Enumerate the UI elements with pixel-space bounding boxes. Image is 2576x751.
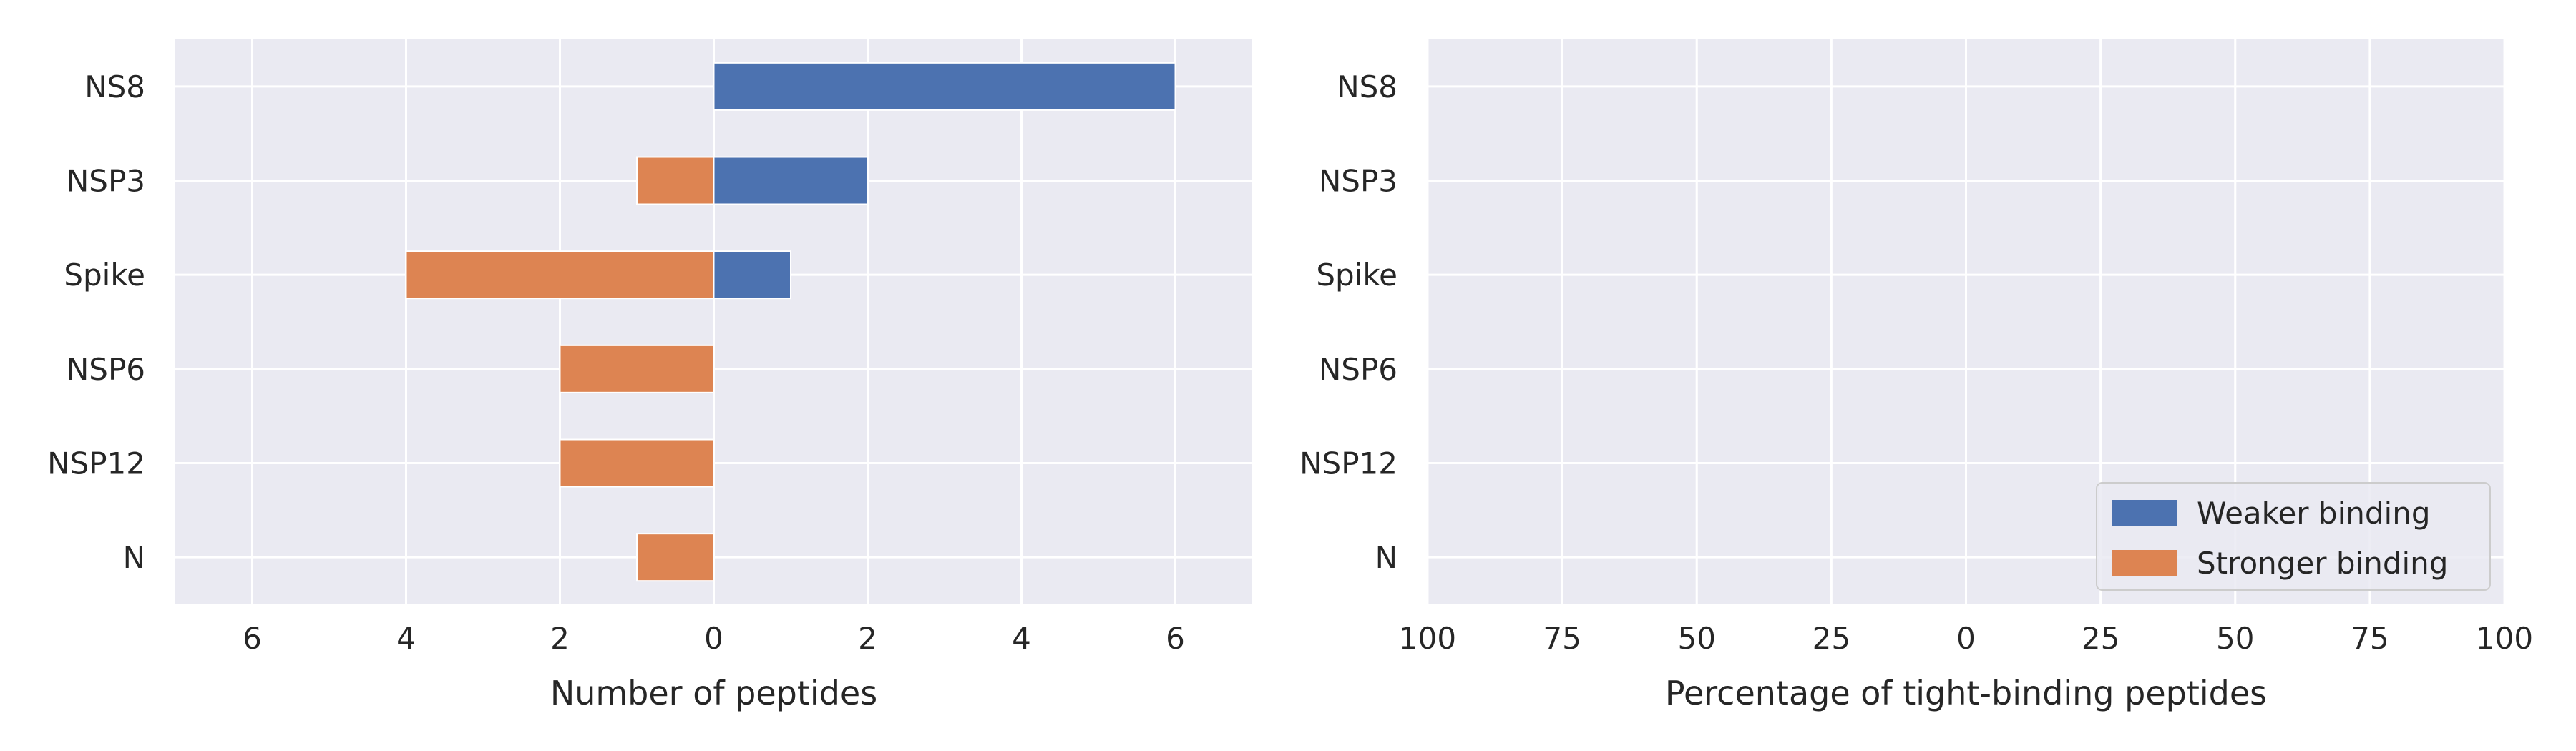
- x-tick-label: 75: [2351, 621, 2389, 656]
- bar-weaker-nsp3: [713, 156, 869, 205]
- x-tick-label: 100: [1399, 621, 1456, 656]
- x-tick-label: 25: [1813, 621, 1850, 656]
- y-tick-label: NSP12: [1299, 446, 1397, 481]
- x-axis-label: Number of peptides: [550, 674, 877, 712]
- bar-weaker-ns8: [713, 62, 1176, 111]
- legend-label: Weaker binding: [2197, 496, 2430, 531]
- chart-number-of-peptides: 6 4 2 0 2 4 6 NS8 NSP3 Spike NSP6 NSP12 N Number of p…: [47, 39, 1252, 712]
- legend-swatch: [2112, 500, 2177, 526]
- y-tick-label: Spike: [1316, 257, 1397, 293]
- y-tick-label: NSP6: [1319, 352, 1397, 387]
- y-tick-label: NSP3: [67, 164, 145, 199]
- x-tick-label: 100: [2476, 621, 2533, 656]
- bar-stronger-nsp6: [559, 344, 715, 393]
- x-tick-label: 6: [1166, 621, 1185, 656]
- legend-label: Stronger binding: [2197, 546, 2448, 581]
- x-tick-label: 0: [704, 621, 723, 656]
- y-tick-label: NS8: [84, 69, 145, 104]
- y-tick-label: Spike: [64, 257, 145, 293]
- bar-stronger-nsp3: [636, 156, 715, 205]
- legend-swatch: [2112, 550, 2177, 576]
- y-tick-label: NSP3: [1319, 164, 1397, 199]
- bar-weaker-spike: [713, 250, 791, 300]
- x-tick-label: 50: [2216, 621, 2254, 656]
- x-tick-label: 4: [396, 621, 416, 656]
- x-tick-label: 0: [1956, 621, 1976, 656]
- bar-stronger-spike: [405, 250, 715, 300]
- bar-stronger-n: [636, 533, 715, 582]
- y-tick-label: N: [1375, 540, 1397, 575]
- y-tick-label: N: [123, 540, 145, 575]
- x-tick-label: 4: [1012, 621, 1031, 656]
- bar-stronger-nsp12: [559, 438, 715, 488]
- legend-box: [2096, 482, 2491, 591]
- y-tick-label: NS8: [1337, 69, 1397, 104]
- x-axis-label: Percentage of tight-binding peptides: [1665, 674, 2267, 712]
- x-tick-label: 75: [1543, 621, 1581, 656]
- chart-percentage-tight-binding: 100 75 50 25 0 25 50 75 100 NS8 NSP3 Spike NSP6 NSP12…: [1299, 39, 2533, 712]
- y-tick-label: NSP6: [67, 352, 145, 387]
- x-tick-label: 25: [2082, 621, 2119, 656]
- y-tick-label: NSP12: [47, 446, 145, 481]
- x-tick-label: 2: [858, 621, 877, 656]
- x-tick-label: 50: [1678, 621, 1716, 656]
- x-tick-label: 6: [243, 621, 262, 656]
- x-tick-label: 2: [550, 621, 570, 656]
- legend: Weaker binding Stronger binding: [2096, 482, 2491, 591]
